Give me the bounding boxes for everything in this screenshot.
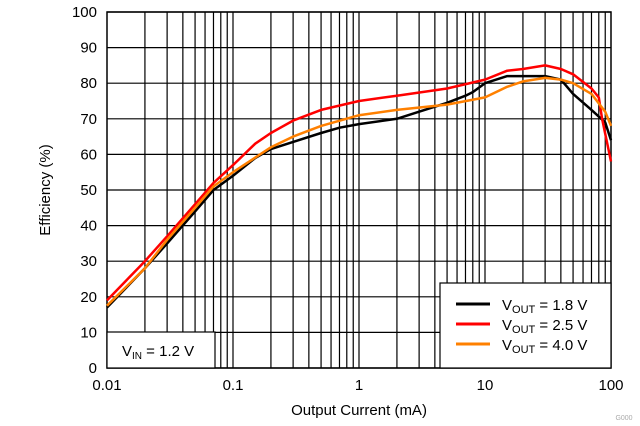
y-tick-label: 0 (89, 360, 97, 377)
y-tick-label: 40 (80, 218, 97, 235)
y-tick-label: 30 (80, 253, 97, 270)
plot-frame (106, 11, 612, 369)
vin-annotation: VIN = 1.2 V (122, 343, 194, 362)
series-line-2 (106, 64, 613, 302)
legend-label-3: VOUT = 4.0 V (502, 337, 587, 356)
x-tick-label: 0.1 (223, 377, 244, 394)
y-tick-label: 10 (80, 324, 97, 341)
legend-label-1: VOUT = 1.8 V (502, 297, 587, 316)
x-axis-label: Output Current (mA) (291, 402, 427, 419)
legend-label-2: VOUT = 2.5 V (502, 317, 587, 336)
tick-labels: 0 10 20 30 40 50 60 70 80 90 100 0.01 0.1 1 10 100 (72, 4, 624, 394)
y-tick-label: 20 (80, 289, 97, 306)
x-tick-label: 100 (598, 377, 623, 394)
x-tick-label: 0.01 (92, 377, 121, 394)
y-tick-label: 100 (72, 4, 97, 21)
y-tick-label: 90 (80, 40, 97, 57)
y-tick-label: 80 (80, 75, 97, 92)
y-tick-label: 70 (80, 111, 97, 128)
y-tick-label: 50 (80, 182, 97, 199)
y-axis-label: Efficiency (%) (37, 144, 54, 235)
series-lines (106, 64, 613, 309)
watermark: G000 (615, 415, 632, 422)
x-tick-label: 10 (477, 377, 494, 394)
series-line-3 (106, 76, 613, 307)
y-tick-label: 60 (80, 146, 97, 163)
annotation-box (106, 331, 216, 369)
x-tick-label: 1 (355, 377, 363, 394)
